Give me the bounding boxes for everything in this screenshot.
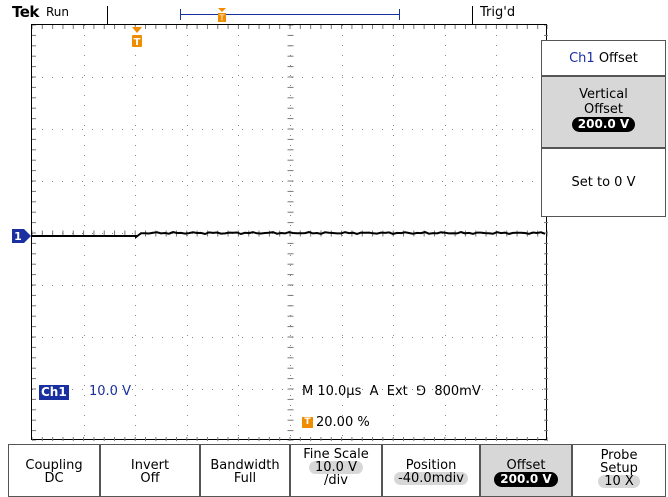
fine-scale-value: 10.0 V [309,461,363,474]
trigger-icon: T [302,417,313,428]
channel1-waveform [32,230,546,239]
side-menu-title: Ch1 Offset [541,40,666,76]
bottom-menu: Coupling DC Invert Off Bandwidth Full Fi… [0,444,668,497]
offset-value: 200.0 V [494,472,558,487]
record-length-bar [180,14,400,15]
invert-label: Invert [130,458,170,473]
trigger-point-icon: T [132,27,142,48]
probe-setup-button[interactable]: Probe Setup 10 X [572,444,666,497]
svg-text:T: T [134,37,141,48]
fine-scale-button[interactable]: Fine Scale 10.0 V /div [290,444,382,497]
svg-text:T: T [219,14,225,23]
record-bar-right-end [399,9,400,20]
coupling-label: Coupling [25,458,83,473]
fine-scale-unit: /div [324,473,348,488]
timebase-readout: M 10.0µs A Ext ⅁ 800mV [302,384,481,399]
invert-button[interactable]: Invert Off [100,444,200,497]
offset-button[interactable]: Offset 200.0 V [480,444,572,497]
trigger-state: Trig'd [480,5,516,20]
probe-label-1: Probe [600,448,638,463]
side-menu: Ch1 Offset Vertical Offset 200.0 V Set t… [541,40,668,217]
coupling-value: DC [44,471,64,486]
position-value: -40.0mdiv [394,472,468,485]
run-state: Run [46,5,70,19]
trigger-position-readout: T 20.00 % [302,415,370,430]
vertical-offset-value: 200.0 V [571,117,636,132]
vertical-offset-label-1: Vertical [579,87,628,102]
position-label: Position [405,458,457,473]
bandwidth-value: Full [233,471,257,486]
probe-label-2: Setup [600,461,638,476]
status-divider [472,6,473,24]
side-menu-channel: Ch1 [569,51,595,66]
probe-value: 10 X [598,475,640,488]
trigger-position-icon: T [218,8,226,23]
vertical-offset-button[interactable]: Vertical Offset 200.0 V [541,76,666,148]
bandwidth-label: Bandwidth [210,458,280,473]
bandwidth-button[interactable]: Bandwidth Full [200,444,290,497]
position-button[interactable]: Position -40.0mdiv [382,444,480,497]
record-bar-left-end [180,9,181,20]
channel1-scale: 10.0 V [89,384,131,399]
status-divider [107,6,108,24]
offset-label: Offset [506,458,546,473]
brand-logo: Tek [12,3,39,21]
channel1-level-icon: 1 [12,229,31,243]
waveform-display [31,24,548,441]
trigger-position-value: 20.00 % [316,415,370,430]
channel1-badge: Ch1 [39,385,69,400]
set-to-zero-button[interactable]: Set to 0 V [541,148,666,217]
channel-marker-label: 1 [14,230,22,243]
coupling-button[interactable]: Coupling DC [8,444,100,497]
invert-value: Off [140,471,160,486]
side-menu-title-label: Offset [598,51,638,66]
vertical-offset-label-2: Offset [583,102,624,117]
fine-scale-label: Fine Scale [303,447,369,462]
graticule [32,25,548,441]
